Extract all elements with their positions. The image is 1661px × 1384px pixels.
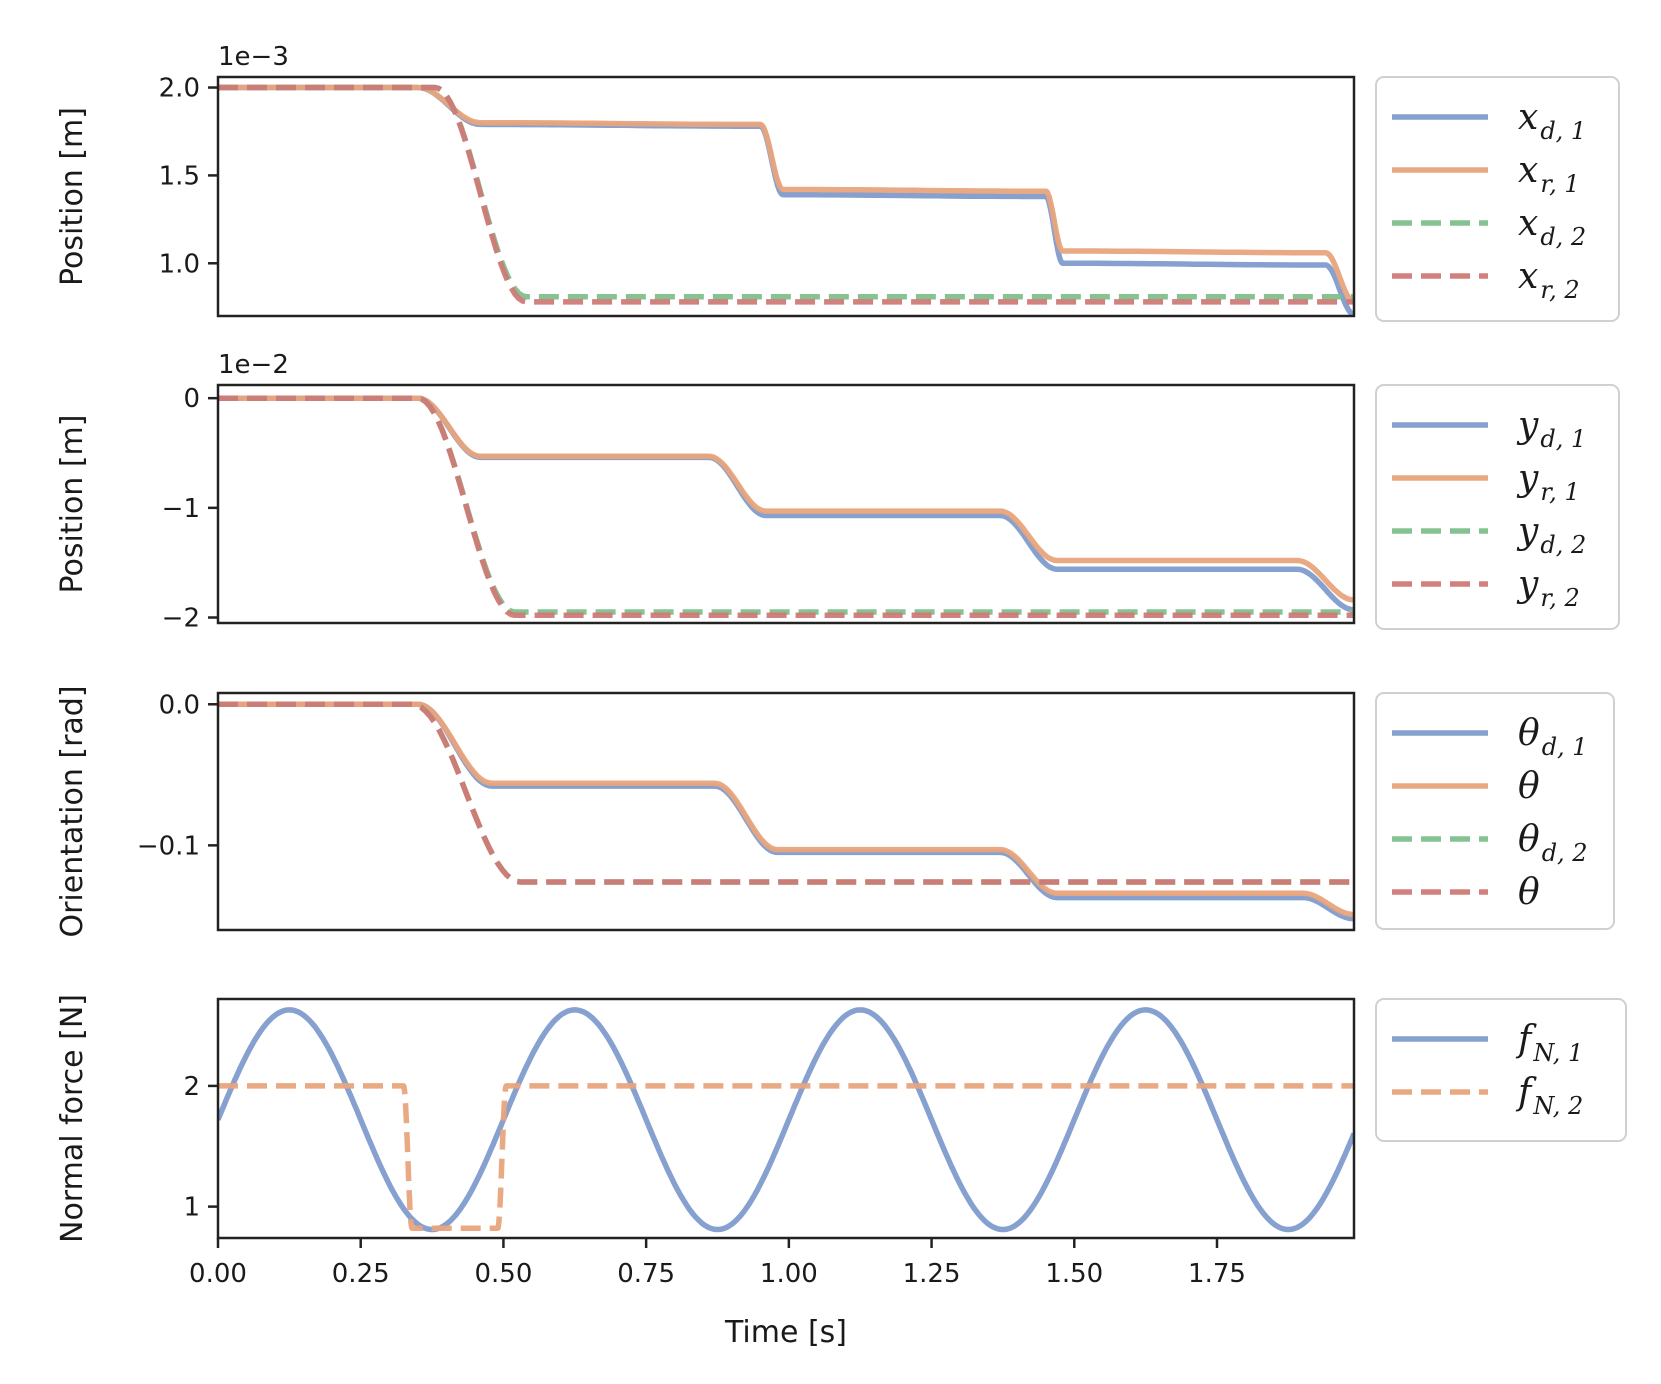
y-tick-label: 1 [183,1193,200,1223]
x-tick-label: 0.75 [617,1259,675,1289]
x-axis-label: Time [s] [724,1315,847,1350]
legend-entry: θd, 1 [1518,713,1588,761]
legend-entry: xr, 1 [1518,150,1580,198]
y-tick-label: 0 [183,384,200,414]
x-tick-label: 1.75 [1188,1259,1246,1289]
y-tick-label: 2.0 [159,74,200,104]
series-line-4 [218,84,1354,305]
legend-entry: xr, 2 [1518,256,1580,304]
legend-entry: yr, 2 [1516,564,1580,612]
legend: fN, 1fN, 2 [1375,998,1627,1142]
y-offset-label: 1e−3 [218,42,289,72]
legend: xd, 1 xr, 1 xd, 2 xr, 2 [1375,76,1620,322]
legend-entry: θd, 2 [1518,819,1588,867]
y-axis-label: Orientation [rad] [55,685,90,937]
legend: yd, 1 yr, 1 yd, 2 yr, 2 [1375,384,1620,630]
panel-series [218,395,1354,619]
panels: 2.0 1.5 1.0 1e−3 Position [m] xd, 1 xr, 1 xd, 2… [55,42,1627,1243]
x-tick-label: 0.50 [474,1259,532,1289]
x-axis: 0.00 0.25 0.50 0.75 1.00 1.25 1.50 1.75 [189,1238,1246,1289]
panel-frame [216,75,1356,318]
y-axis-label: Normal force [N] [55,994,90,1243]
legend-entry: yd, 2 [1516,511,1586,559]
x-tick-label: 1.50 [1045,1259,1103,1289]
y-tick-label: −0.1 [137,831,200,861]
panel-series [218,84,1354,316]
panel-4: 2 1 Normal force [N] fN, 1fN, 2 [55,994,1627,1243]
y-tick-label: 1.0 [159,249,200,279]
series-line-2 [218,1083,1354,1232]
legend-frame [1375,692,1615,930]
legend-entry: fN, 1 [1515,1019,1583,1067]
panel-2: 0 −1 −2 1e−2 Position [m] yd, 1 yr, 1 yd, 2 yr, … [55,350,1620,634]
y-offset-label: 1e−2 [218,350,289,380]
series-line-4 [218,701,1354,885]
x-tick-label: 0.25 [332,1259,390,1289]
panel-1: 2.0 1.5 1.0 1e−3 Position [m] xd, 1 xr, 1 xd, 2… [55,42,1620,322]
legend-entry: xd, 1 [1518,97,1586,145]
series-line-4 [218,395,1354,619]
series-line-2 [218,395,1354,603]
y-axis-label: Position [m] [55,107,90,286]
legend-entry: θ [1518,766,1540,807]
legend-entry: θ [1518,872,1540,913]
panel-series [218,701,1354,922]
series-line-2 [218,84,1354,305]
panel-series [218,1007,1354,1233]
panel-frame [216,691,1356,932]
legend-entry: yr, 1 [1516,458,1580,506]
legend-frame [1375,998,1627,1142]
y-axis-label: Position [m] [55,415,90,594]
legend-frame [1375,384,1620,630]
x-tick-label: 1.25 [903,1259,961,1289]
y-tick-label: 2 [183,1072,200,1102]
y-tick-label: −1 [162,494,200,524]
panel-3: 0.0 −0.1 Orientation [rad] θd, 1 θ θd, 2 θ [55,685,1615,938]
y-tick-label: −2 [162,604,200,634]
x-tick-label: 1.00 [760,1259,818,1289]
x-tick-label: 0.00 [189,1259,247,1289]
series-line-1 [218,1007,1354,1233]
panel-frame [216,997,1356,1240]
y-tick-label: 0.0 [159,690,200,720]
panel-frame [216,383,1356,625]
series-line-2 [218,701,1354,918]
legend-frame [1375,76,1620,322]
legend-entry: xd, 2 [1518,203,1586,251]
legend: θd, 1 θ θd, 2 θ [1375,692,1615,930]
legend-entry: yd, 1 [1516,405,1586,453]
y-tick-label: 1.5 [159,161,200,191]
